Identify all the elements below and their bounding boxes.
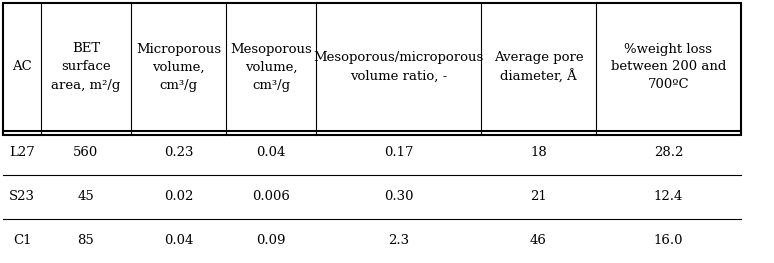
Text: 0.23: 0.23: [164, 146, 194, 159]
Text: 21: 21: [530, 190, 547, 204]
Text: AC: AC: [12, 60, 32, 73]
Text: 85: 85: [77, 235, 94, 247]
Text: 0.09: 0.09: [256, 235, 286, 247]
Text: 0.04: 0.04: [256, 146, 286, 159]
Text: 2.3: 2.3: [388, 235, 409, 247]
Text: 0.006: 0.006: [252, 190, 290, 204]
Bar: [3, 3, 741, 135]
Text: 16.0: 16.0: [654, 235, 683, 247]
Text: 0.30: 0.30: [384, 190, 413, 204]
Text: L27: L27: [9, 146, 35, 159]
Text: %weight loss
between 200 and
700ºC: %weight loss between 200 and 700ºC: [611, 43, 726, 92]
Text: C1: C1: [12, 235, 31, 247]
Text: 560: 560: [74, 146, 98, 159]
Text: 12.4: 12.4: [654, 190, 683, 204]
Text: Mesoporous
volume,
cm³/g: Mesoporous volume, cm³/g: [230, 43, 312, 92]
Text: Microporous
volume,
cm³/g: Microporous volume, cm³/g: [136, 43, 221, 92]
Text: 0.04: 0.04: [164, 235, 194, 247]
Text: Average pore
diameter, Å: Average pore diameter, Å: [494, 51, 584, 83]
Text: 18: 18: [530, 146, 547, 159]
Text: S23: S23: [9, 190, 35, 204]
Text: 46: 46: [530, 235, 547, 247]
Text: 0.02: 0.02: [164, 190, 194, 204]
Text: 45: 45: [77, 190, 94, 204]
Text: 0.17: 0.17: [384, 146, 413, 159]
Text: Mesoporous/microporous
volume ratio, -: Mesoporous/microporous volume ratio, -: [313, 52, 484, 83]
Text: BET
surface
area, m²/g: BET surface area, m²/g: [51, 43, 121, 92]
Text: 28.2: 28.2: [654, 146, 683, 159]
